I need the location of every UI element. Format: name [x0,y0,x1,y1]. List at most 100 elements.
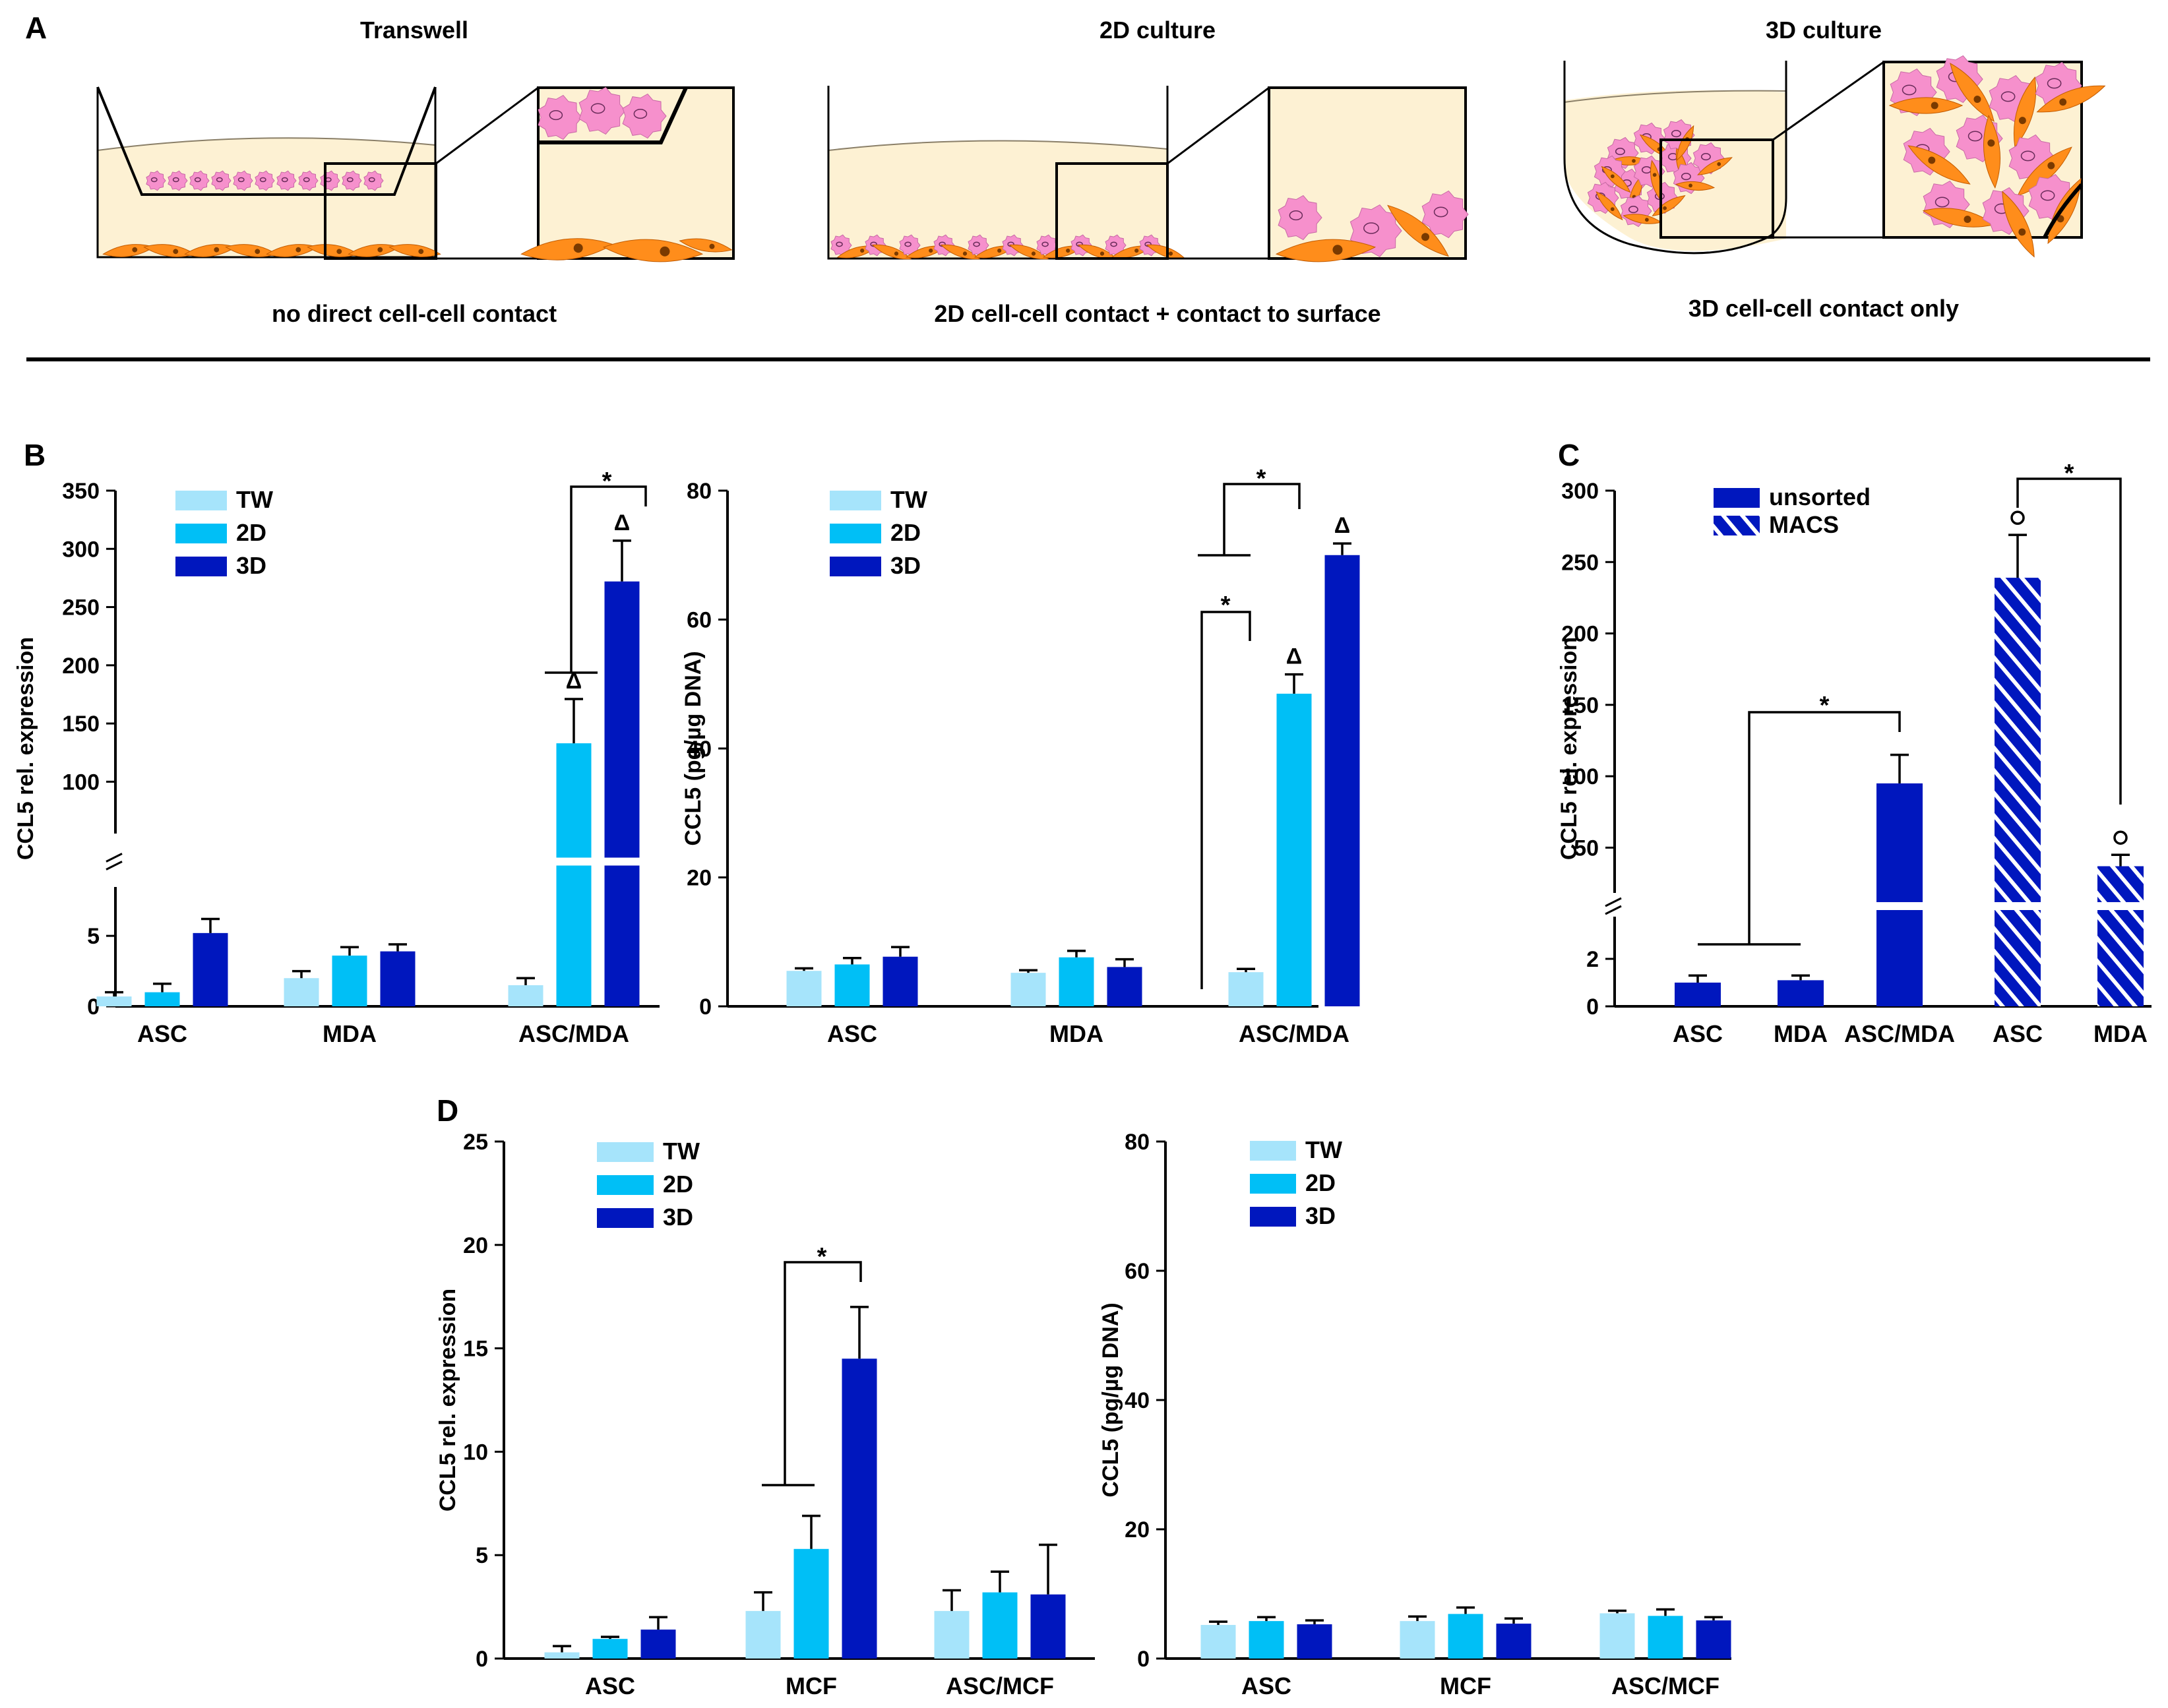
mda-nucleus [1671,130,1681,138]
x-tick-label: ASC/MCF [1611,1672,1719,1699]
bar-3D [1696,1620,1731,1659]
asc-nucleus [295,247,301,253]
asc-cell-group [871,244,912,260]
y-tick-label: 150 [62,712,100,737]
legend-swatch-MACS [1714,516,1760,535]
mda-nucleus [1700,153,1711,161]
x-tick-label: ASC/MCF [946,1672,1054,1699]
mda-cell [342,170,362,191]
x-tick-label: ASC [1241,1672,1291,1699]
y-tick-label: 5 [87,924,100,949]
y-tick-label: 20 [687,866,712,891]
asc-nucleus [1610,174,1615,179]
asc-nucleus [2018,117,2026,125]
asc-nucleus [894,251,899,256]
bar-TW [1599,1613,1635,1659]
asc-nucleus [1644,218,1649,222]
mda-nucleus [303,177,310,183]
asc-nucleus [1421,233,1430,241]
x-tick-label: ASC/MDA [1844,1020,1955,1047]
mda-nucleus [633,109,648,119]
bar-TW [934,1610,970,1659]
bar-TW [508,985,543,1006]
mda-nucleus [346,177,354,183]
bar-TW [1400,1621,1435,1659]
legend-swatch-3D [175,557,227,576]
asc-cell-group [679,238,733,253]
x-tick-label: ASC/MDA [518,1020,629,1047]
mda-nucleus [1628,206,1638,214]
legend-swatch-2D [830,524,881,543]
asc-cell-group [2036,85,2106,113]
asc-cell-group [1888,97,1964,114]
circle-marker [2113,830,2128,845]
bar-3D [842,1358,877,1659]
significance-star: * [2064,460,2074,487]
x-tick-label: MDA [1049,1020,1103,1047]
y-tick-label: 0 [699,994,712,1020]
bar-2D [793,1548,829,1659]
legend-label: 2D [236,519,266,546]
asc-nucleus [1031,251,1036,256]
asc-cell [1601,166,1631,193]
bar-3D [604,581,640,1006]
asc-cell-group [1387,204,1449,257]
bar-3D [1496,1624,1532,1659]
mda-nucleus [549,110,563,121]
asc-cell [2002,191,2035,258]
y-tick-label: 250 [62,595,100,621]
asc-nucleus [1928,156,1936,164]
mda-nucleus [1110,241,1117,247]
bar-unsorted [1675,983,1721,1006]
mda-cell [211,170,232,191]
y-tick-label: 150 [1561,693,1599,718]
mda-nucleus [2000,91,2016,102]
y-tick-label: 15 [463,1337,488,1362]
x-tick-label: ASC [1993,1020,2043,1047]
chart-D2: 0 20 40 60 80 CCL5 (pg/µg DNA) ASC MCF ASC/MCF TW… [1098,1130,1731,1699]
asc-nucleus [1066,248,1070,253]
legend-label: TW [663,1138,700,1165]
significance-star: * [602,468,612,495]
y-tick-label: 20 [463,1233,488,1258]
asc-nucleus [1610,207,1615,211]
legend-swatch-unsorted [1714,488,1760,508]
y-tick-label: 0 [1586,994,1599,1020]
transwell-illustration: Transwell no direct cell-cell contact [96,16,735,327]
y-axis-label: CCL5 (pg/µg DNA) [681,651,706,845]
bar-3D [1030,1594,1066,1659]
asc-cell [1008,244,1049,260]
mda-nucleus [194,177,201,183]
bar-TW [1228,972,1264,1006]
mda-cell [1421,190,1469,239]
asc-cell [1697,157,1733,175]
asc-cell [1387,204,1449,257]
mda-cell [298,170,319,191]
bar-TW [96,996,132,1006]
asc-cell [1676,125,1694,162]
legend-swatch-TW [597,1142,654,1162]
asc-nucleus [1931,102,1938,109]
mda-nucleus [1681,173,1691,181]
transwell-title: Transwell [360,16,468,44]
mda-nucleus [1967,131,1983,142]
x-tick-label: MDA [2093,1020,2148,1047]
mda-nucleus [1433,206,1448,218]
y-tick-label: 60 [687,608,712,633]
asc-cell-group [388,244,441,257]
x-tick-label: ASC [585,1672,635,1699]
y-tick-label: 60 [1125,1259,1150,1284]
asc-cell-group [1697,157,1733,175]
mda-cell [538,94,582,140]
asc-nucleus [2018,228,2026,236]
mda-cell [168,170,188,191]
asc-cell-group [1595,191,1623,221]
significance-bracket [1698,711,1901,946]
bar-break-gap [1875,902,1924,910]
bar-TW [786,971,822,1006]
asc-cell [602,239,704,262]
bar-2D [1648,1616,1683,1659]
asc-nucleus [929,248,933,253]
y-tick-label: 100 [62,770,100,795]
